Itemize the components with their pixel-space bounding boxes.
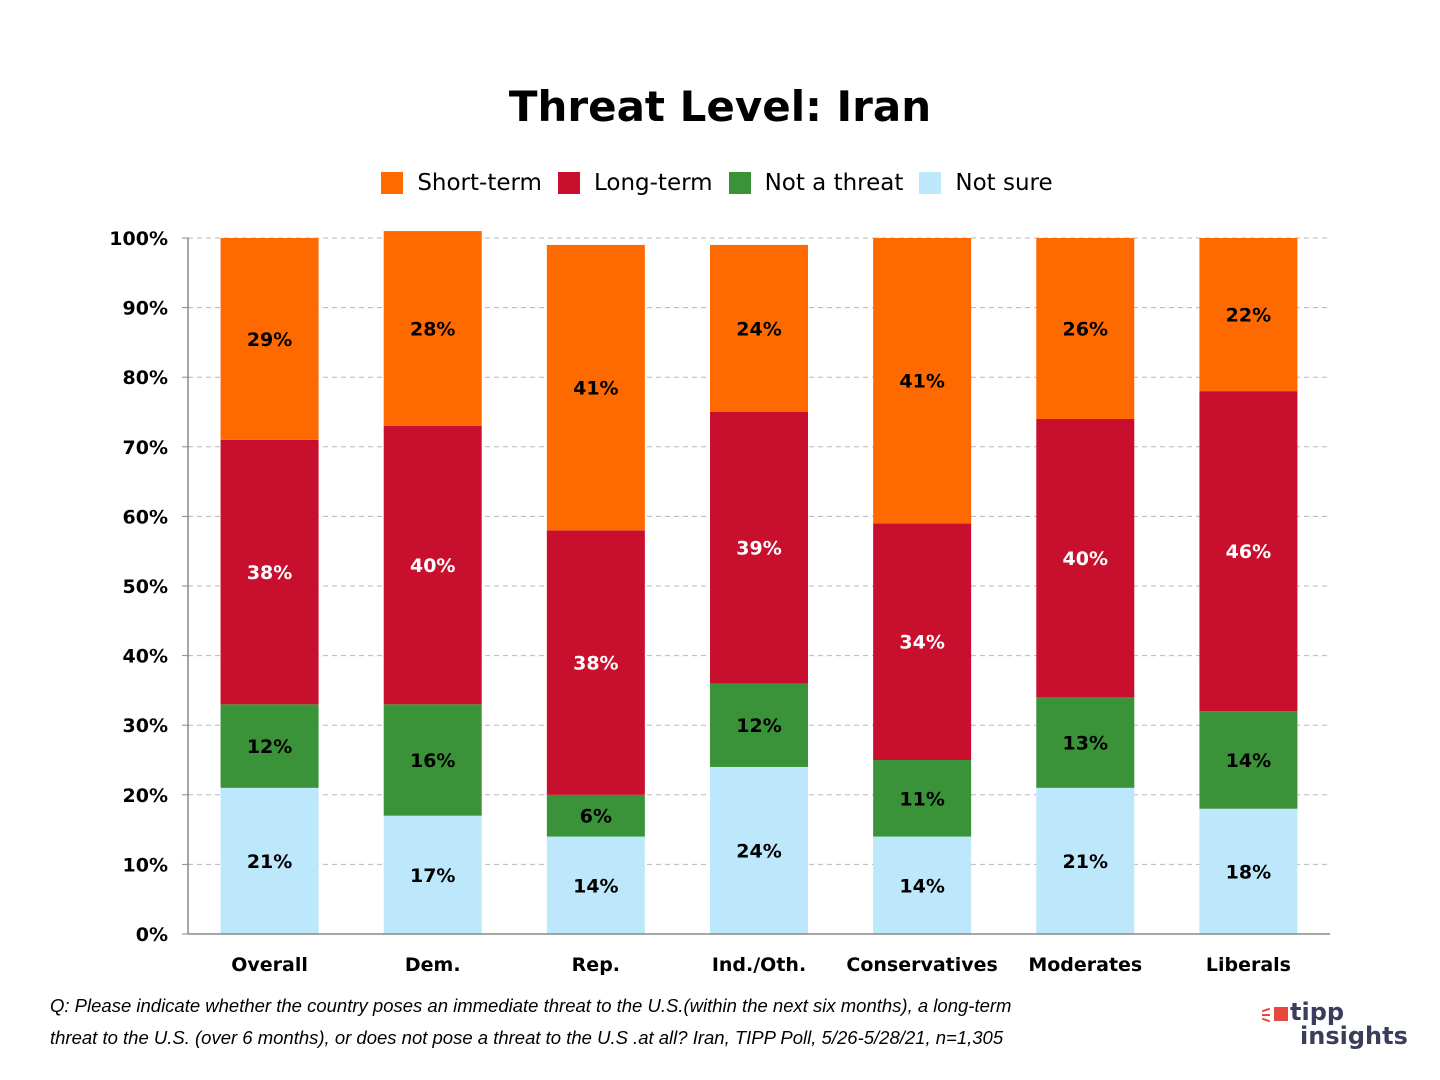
data-label: 34% <box>899 632 944 654</box>
y-tick-label: 90% <box>123 298 168 320</box>
legend: Short-term Long-term Not a threat Not su… <box>0 170 1440 196</box>
legend-swatch-short-term <box>381 172 404 194</box>
bar-segment <box>1199 808 1298 934</box>
legend-label-not-a-threat: Not a threat <box>764 170 904 196</box>
bar-segment <box>546 836 645 934</box>
bar-segment <box>710 244 808 412</box>
bar-segment <box>383 704 482 816</box>
logo-flag-icon <box>1274 1007 1288 1021</box>
data-label: 26% <box>1063 318 1108 340</box>
bar-segment <box>710 766 808 934</box>
y-tick-label: 30% <box>123 715 168 737</box>
data-label: 29% <box>247 329 292 351</box>
data-label: 24% <box>736 840 781 862</box>
x-tick-label: Rep. <box>572 954 620 976</box>
data-label: 28% <box>410 318 455 340</box>
y-tick-label: 70% <box>123 437 168 459</box>
bar-segment <box>873 760 972 837</box>
bar-segment <box>873 238 972 524</box>
logo-text-insights: insights <box>1300 1022 1408 1050</box>
bar-segment <box>546 244 645 531</box>
bar-segment <box>710 683 808 767</box>
data-label: 18% <box>1226 861 1271 883</box>
data-label: 14% <box>899 875 944 897</box>
bar-segment <box>546 530 645 795</box>
data-label: 46% <box>1226 541 1271 563</box>
bar-segment <box>383 815 482 934</box>
bar-segment <box>1036 787 1135 934</box>
data-label: 21% <box>1063 851 1108 873</box>
bar-segment <box>1199 711 1298 809</box>
data-label: 13% <box>1063 733 1108 755</box>
y-tick-label: 0% <box>136 924 168 946</box>
bar-segment <box>383 231 482 426</box>
logo-text-tipp: tipp <box>1290 998 1345 1026</box>
data-label: 38% <box>573 653 618 675</box>
chart-title: Threat Level: Iran <box>508 82 932 131</box>
data-label: 40% <box>410 555 455 577</box>
bar-segment <box>383 425 482 705</box>
data-label: 39% <box>736 538 781 560</box>
y-tick-label: 100% <box>109 228 168 250</box>
data-label: 21% <box>247 851 292 873</box>
x-tick-label: Dem. <box>405 954 461 976</box>
legend-swatch-not-a-threat <box>728 172 751 194</box>
data-label: 24% <box>736 318 781 340</box>
bar-segment <box>1199 238 1298 392</box>
footnote-line-2: threat to the U.S. (over 6 months), or d… <box>50 1027 1004 1048</box>
y-tick-label: 80% <box>123 367 168 389</box>
bar-segment <box>220 704 319 788</box>
bar-segment <box>1036 238 1135 419</box>
bar-segment <box>220 439 319 705</box>
bar-segment <box>220 787 319 934</box>
bar-segment <box>1199 391 1298 712</box>
bar-segment <box>873 523 972 760</box>
footnote-line-1: Q: Please indicate whether the country p… <box>50 995 1012 1016</box>
data-label: 6% <box>580 806 612 828</box>
data-label: 17% <box>410 865 455 887</box>
x-tick-label: Liberals <box>1206 954 1291 976</box>
y-tick-label: 40% <box>123 646 168 668</box>
legend-item-short-term: Short-term <box>381 170 542 196</box>
bar-segment <box>220 238 319 440</box>
data-label: 11% <box>899 788 944 810</box>
data-label: 14% <box>1226 750 1271 772</box>
data-label: 14% <box>573 875 618 897</box>
x-tick-label: Ind./Oth. <box>712 954 806 976</box>
x-tick-label: Moderates <box>1028 954 1142 976</box>
legend-label-short-term: Short-term <box>417 170 542 196</box>
bar-segment <box>873 836 972 934</box>
bar-segment <box>1036 697 1135 788</box>
legend-label-long-term: Long-term <box>593 170 713 196</box>
x-tick-label: Conservatives <box>846 954 997 976</box>
data-label: 38% <box>247 562 292 584</box>
y-tick-label: 50% <box>123 576 168 598</box>
y-tick-label: 10% <box>123 854 168 876</box>
data-label: 12% <box>736 715 781 737</box>
bar-segment <box>1036 418 1135 698</box>
data-label: 41% <box>899 371 944 393</box>
tipp-insights-logo: tipp insights <box>1261 999 1408 1053</box>
x-tick-label: Overall <box>231 954 308 976</box>
y-tick-label: 60% <box>123 506 168 528</box>
data-label: 40% <box>1063 548 1108 570</box>
legend-item-long-term: Long-term <box>557 170 713 196</box>
legend-swatch-not-sure <box>919 172 942 194</box>
bar-segment <box>710 412 808 684</box>
legend-item-not-a-threat: Not a threat <box>728 170 904 196</box>
data-label: 12% <box>247 736 292 758</box>
footnote: Q: Please indicate whether the country p… <box>50 990 1230 1054</box>
y-tick-label: 20% <box>123 785 168 807</box>
data-label: 22% <box>1226 305 1271 327</box>
data-label: 41% <box>573 378 618 400</box>
legend-item-not-sure: Not sure <box>919 170 1053 196</box>
legend-swatch-long-term <box>557 172 580 194</box>
bar-segment <box>546 794 645 837</box>
legend-label-not-sure: Not sure <box>955 170 1053 196</box>
data-label: 16% <box>410 750 455 772</box>
